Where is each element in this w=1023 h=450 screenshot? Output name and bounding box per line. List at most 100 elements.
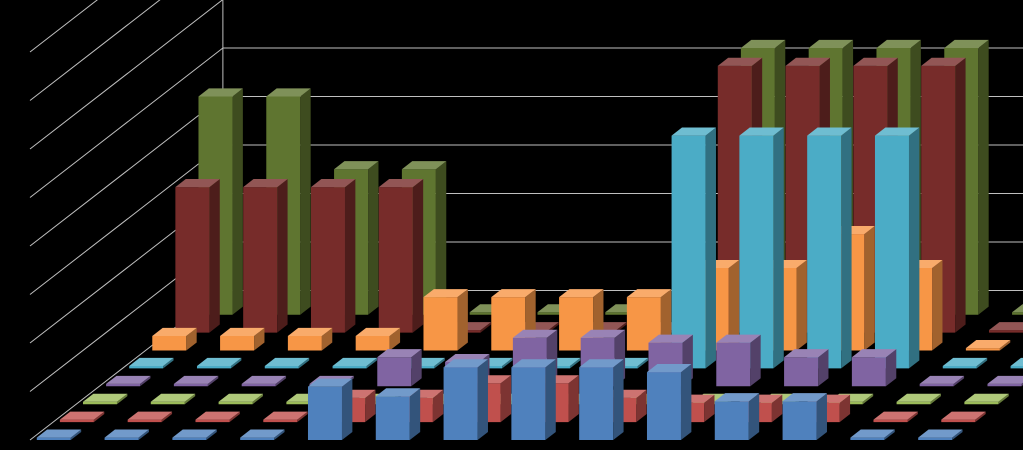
bar-top <box>173 375 219 384</box>
bar-side <box>908 127 920 369</box>
bar-top <box>850 429 895 438</box>
bar-top <box>964 393 1009 402</box>
bar-front <box>152 335 187 351</box>
bar-top <box>264 357 310 366</box>
bar-front <box>307 386 342 440</box>
bar-series2-cat4 <box>263 411 308 423</box>
bar-series7-cat2 <box>243 179 288 333</box>
bar-side <box>862 393 874 405</box>
bar-front <box>377 357 412 387</box>
bar-top <box>1012 304 1023 313</box>
bar-front <box>919 383 954 387</box>
bar-series5-cat4 <box>332 357 377 369</box>
bar-side <box>480 322 491 333</box>
gridline-side-4 <box>29 96 224 247</box>
bar-series5-cat11 <box>807 127 852 369</box>
bar-front <box>150 401 185 405</box>
bar-top <box>355 327 401 336</box>
bar-series4-cat11 <box>784 349 829 387</box>
bar-side <box>569 357 581 369</box>
bar-front <box>243 187 278 333</box>
bar-top <box>716 334 761 343</box>
bar-series3-cat2 <box>150 393 196 405</box>
bar-top <box>876 39 921 48</box>
bar-series4-cat13 <box>919 375 965 387</box>
bar-side <box>163 357 174 369</box>
bar-front <box>220 335 255 351</box>
bar-top <box>785 57 830 66</box>
bar-series1-cat13 <box>850 429 895 440</box>
bar-front <box>423 297 458 351</box>
bar-front <box>241 383 276 387</box>
bar-top <box>873 411 918 420</box>
bar-series6-cat5 <box>423 289 468 351</box>
bar-front <box>355 335 390 351</box>
bar-side <box>704 394 715 423</box>
bar-series4-cat2 <box>173 375 219 387</box>
bar-series6-cat4 <box>355 327 401 351</box>
bar-series1-cat3 <box>172 429 217 440</box>
bar-front <box>671 135 706 369</box>
bar-side <box>411 349 422 387</box>
bar-front <box>104 437 139 440</box>
bar-front <box>332 365 367 369</box>
bar-series1-cat11 <box>714 393 760 440</box>
bar-side <box>457 289 468 351</box>
bar-top <box>377 349 422 358</box>
bar-front <box>1012 312 1023 315</box>
bar-front <box>129 365 164 369</box>
bar-side <box>274 429 285 440</box>
bar-side <box>184 393 196 405</box>
bar-front <box>172 437 207 440</box>
bar-side <box>254 327 265 351</box>
bar-side <box>409 388 421 440</box>
bar-front <box>263 419 298 423</box>
bar-front <box>873 419 908 423</box>
bar-series2-cat1 <box>59 411 105 423</box>
bar-top <box>129 357 174 366</box>
bar-top <box>59 411 105 420</box>
bar-series1-cat9 <box>579 359 624 440</box>
bar-top <box>378 179 424 188</box>
bar-side <box>773 127 784 369</box>
bar-side <box>477 359 488 440</box>
bar-front <box>941 419 976 423</box>
bar-front <box>310 187 345 333</box>
bar-top <box>714 393 760 402</box>
bar-side <box>300 88 311 315</box>
bar-side <box>341 378 353 440</box>
bar-top <box>987 375 1023 384</box>
bar-top <box>443 359 488 368</box>
bar-side <box>930 393 941 405</box>
bar-front <box>942 365 977 369</box>
bar-side <box>412 179 424 333</box>
bar-top <box>287 327 333 336</box>
bar-series1-cat7 <box>443 359 488 440</box>
gridline-side-7 <box>29 0 161 101</box>
bar-front <box>739 135 774 369</box>
bar-top <box>106 375 151 384</box>
bar-top <box>310 179 356 188</box>
bar-top <box>511 359 556 368</box>
bar-top <box>646 364 692 373</box>
gridline-side-3 <box>29 144 224 295</box>
bar-side <box>637 357 649 369</box>
bar-top <box>919 375 965 384</box>
bar-front <box>987 383 1022 387</box>
bar-front <box>782 401 817 440</box>
bar-top <box>941 411 986 420</box>
bar-front <box>579 367 614 440</box>
bar-side <box>298 357 310 369</box>
bar-top <box>921 57 966 66</box>
bar-top <box>127 411 173 420</box>
bar-side <box>70 429 82 440</box>
bar-top <box>82 393 128 402</box>
bar-top <box>241 375 287 384</box>
bar-series3-cat1 <box>82 393 128 405</box>
bar-series1-cat10 <box>646 364 692 440</box>
bar-series4-cat12 <box>851 349 897 387</box>
bar-layer <box>36 39 1023 440</box>
bar-top <box>198 88 243 97</box>
bar-side <box>932 259 943 351</box>
bar-front <box>196 365 231 369</box>
